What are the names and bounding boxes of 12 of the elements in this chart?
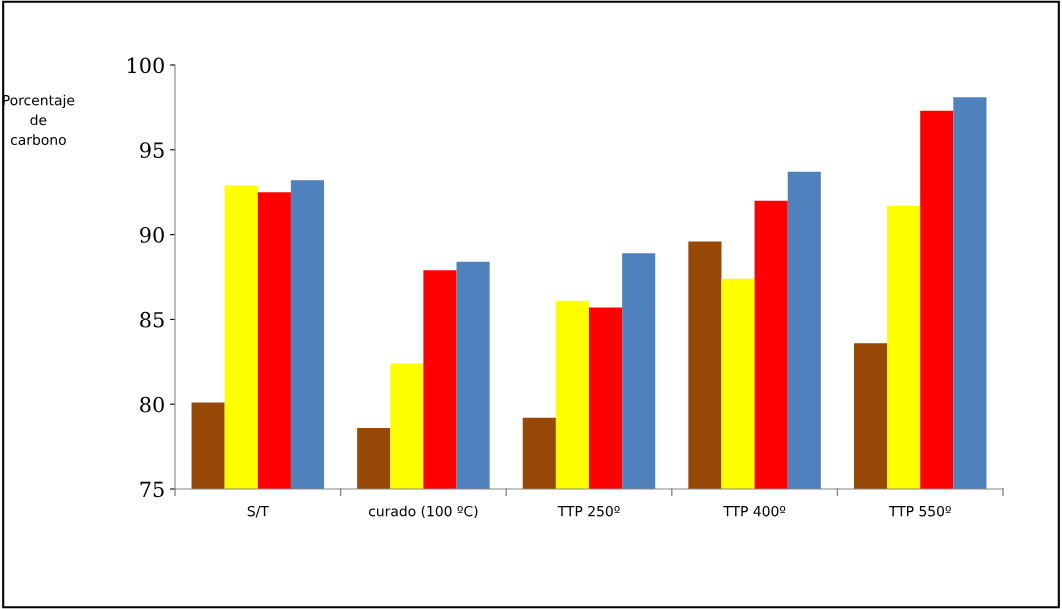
x-tick-label: TTP 400º: [723, 505, 786, 517]
y-tick-label: 75: [140, 481, 164, 498]
x-tick-label: S/T: [247, 505, 269, 518]
x-tick-label: TTP 550º: [888, 505, 951, 517]
y-axis-title: Porcentaje de carbono: [3, 94, 75, 145]
y-tick-label: 100: [128, 57, 164, 74]
x-tick-label: TTP 250º: [557, 505, 620, 517]
y-tick-label: 90: [140, 227, 164, 243]
y-tick-label: 80: [140, 396, 164, 413]
y-tick-label: 95: [140, 142, 164, 159]
x-tick-label: curado (100 ºC): [368, 505, 478, 519]
y-tick-label: 85: [140, 311, 164, 328]
